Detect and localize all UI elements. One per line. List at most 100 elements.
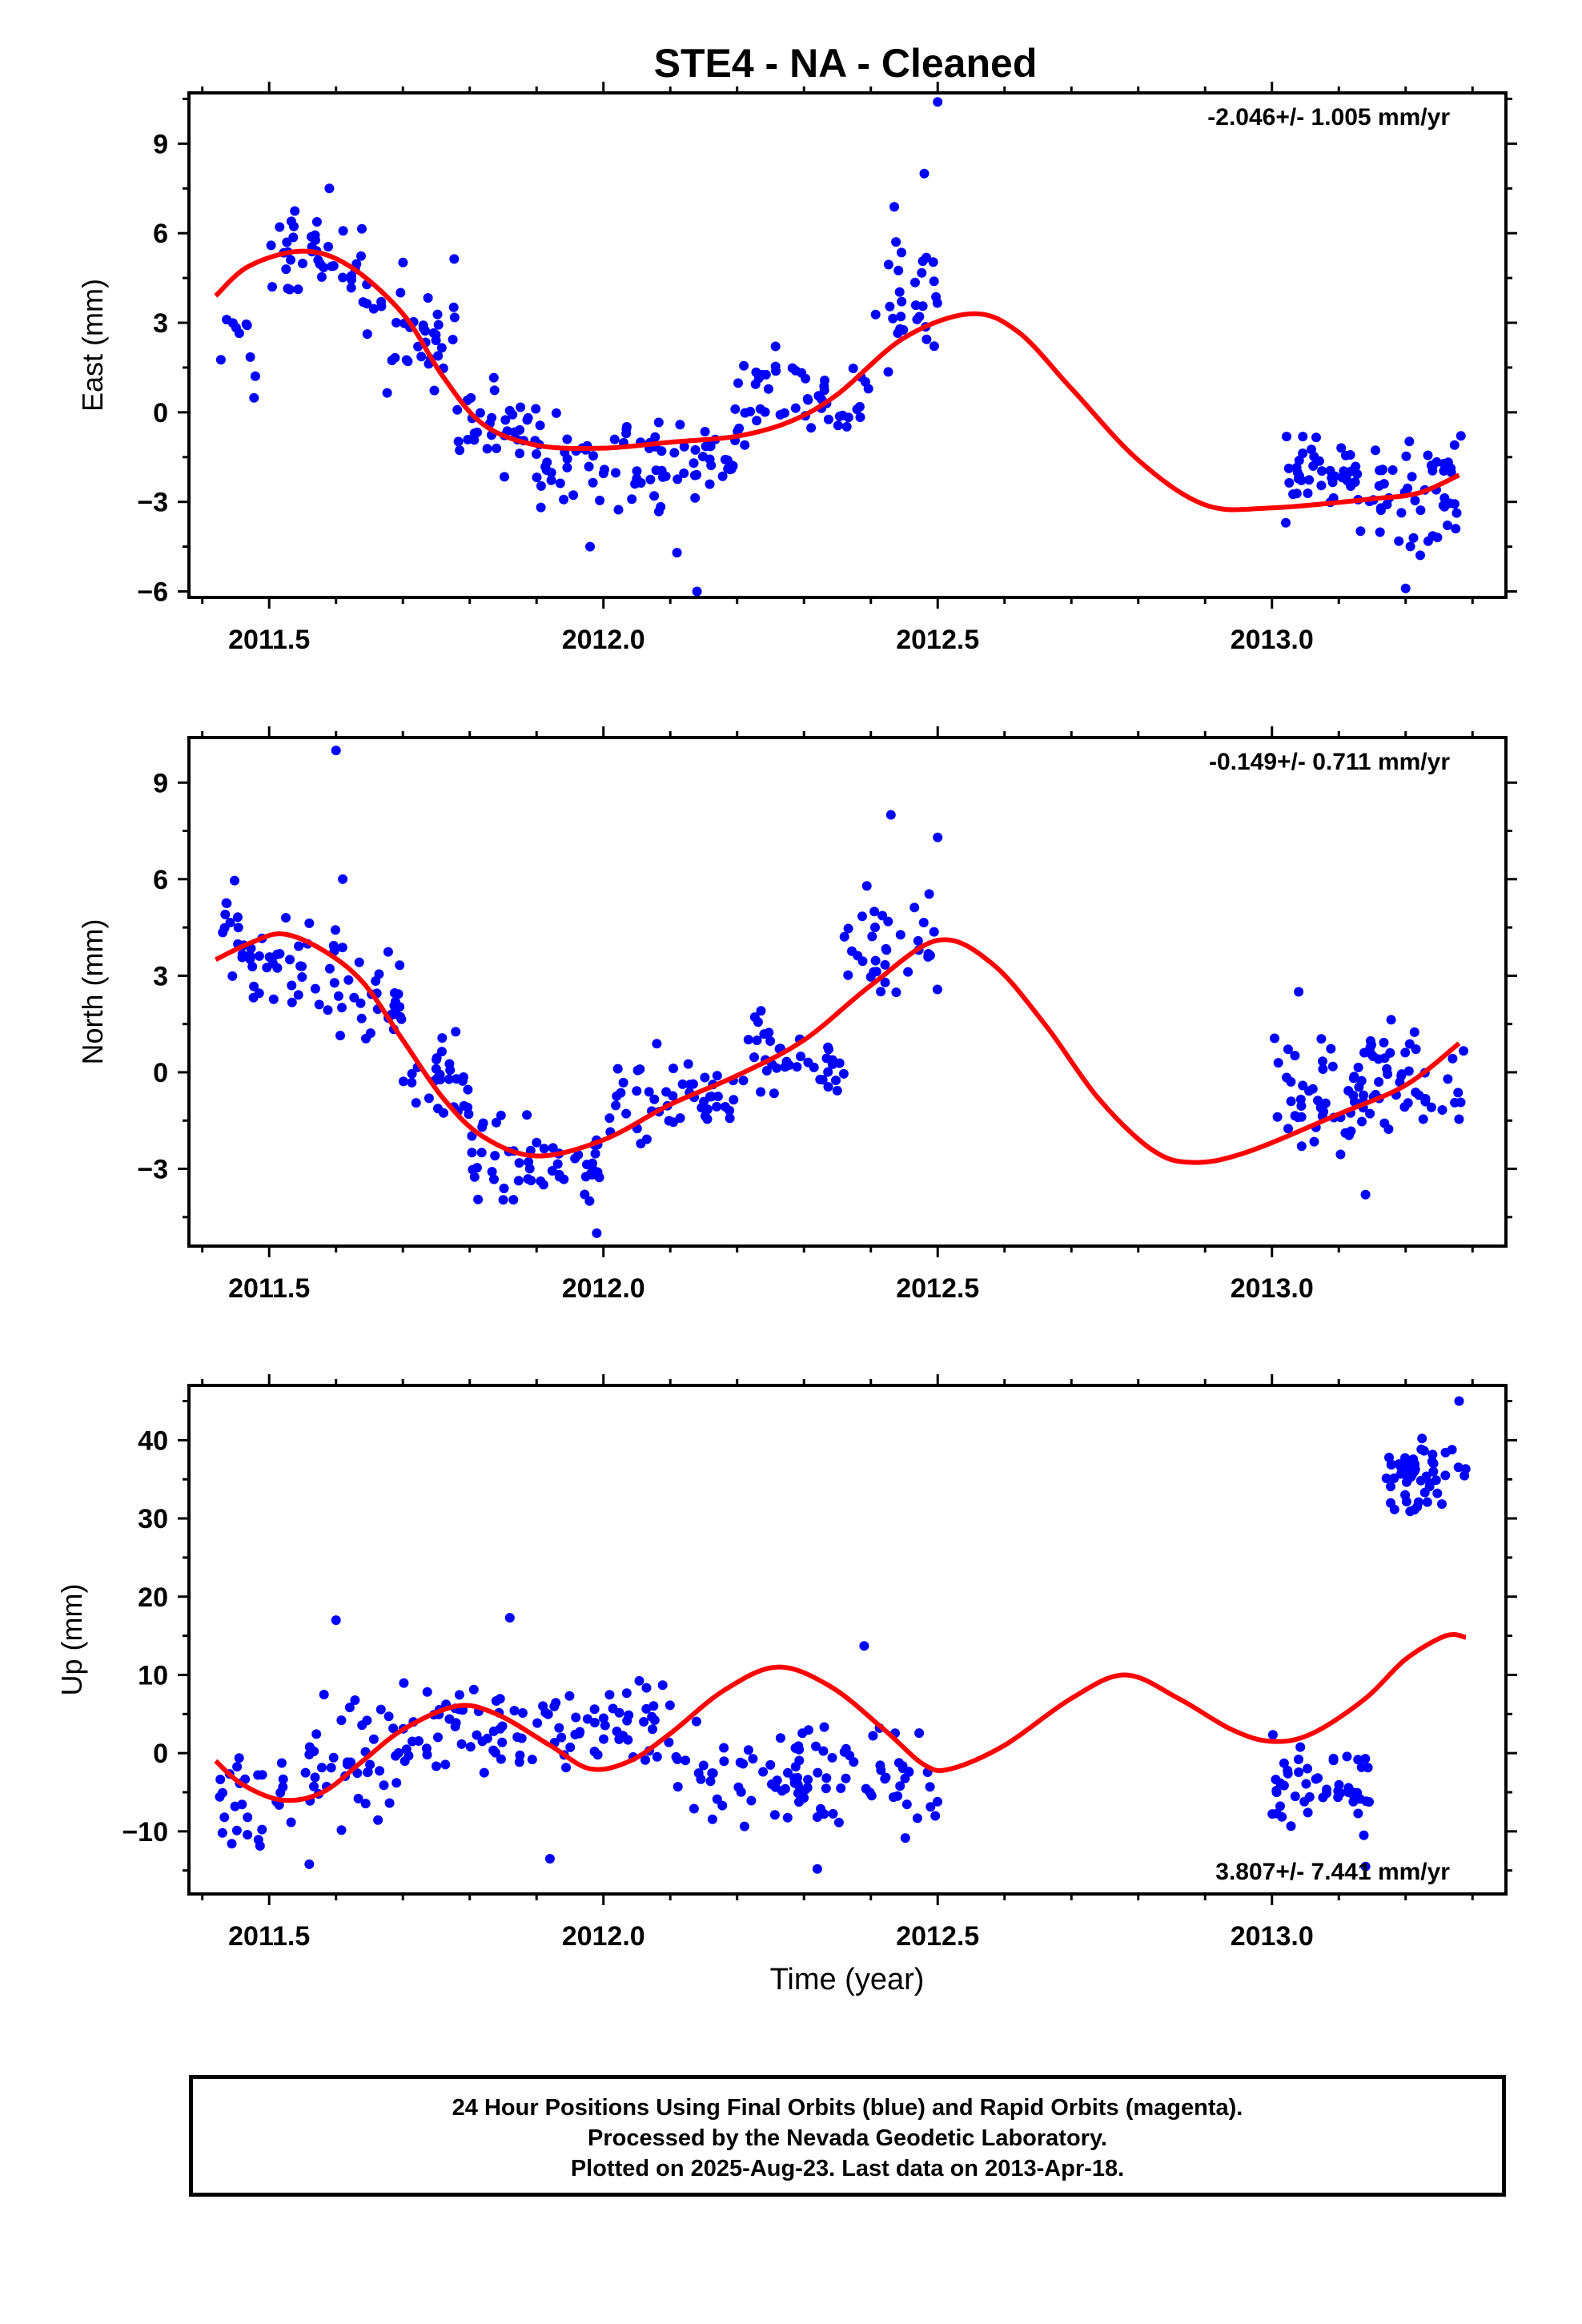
data-point: [376, 301, 387, 312]
data-point: [328, 261, 339, 271]
data-point: [1345, 450, 1355, 460]
data-point: [698, 1760, 709, 1771]
data-point: [1313, 1773, 1323, 1783]
data-point: [375, 1766, 385, 1776]
data-point: [488, 1745, 499, 1755]
data-point: [465, 1742, 476, 1752]
data-point: [475, 408, 485, 418]
data-point: [517, 1708, 528, 1718]
data-point: [294, 941, 304, 951]
data-point: [492, 443, 502, 453]
data-point: [311, 1729, 322, 1739]
data-point: [268, 994, 279, 1004]
data-point: [375, 1704, 386, 1715]
data-point: [541, 465, 552, 475]
data-point: [770, 341, 781, 352]
data-point: [1437, 1105, 1447, 1115]
data-point: [257, 1824, 267, 1835]
data-point: [276, 1758, 287, 1768]
data-point: [769, 1810, 780, 1820]
data-point: [779, 408, 789, 418]
data-point: [767, 1779, 777, 1789]
x-axis-label: Time (year): [770, 1963, 925, 1996]
data-point: [831, 1076, 841, 1086]
velocity-annotation: -0.149+/- 0.711 mm/yr: [1209, 749, 1450, 775]
data-point: [1454, 1396, 1464, 1406]
data-point: [891, 237, 901, 247]
data-point: [346, 283, 356, 293]
data-point: [624, 1710, 634, 1720]
data-point: [1453, 1088, 1464, 1098]
data-point: [621, 1688, 632, 1699]
data-point: [1318, 1056, 1327, 1067]
data-point: [254, 988, 264, 999]
data-point: [559, 494, 569, 505]
data-point: [1449, 440, 1460, 450]
data-point: [1353, 1808, 1363, 1819]
data-point: [1281, 517, 1291, 528]
data-point: [1346, 466, 1356, 476]
data-point: [618, 1731, 628, 1741]
data-point: [1303, 489, 1313, 498]
data-point: [604, 1113, 615, 1124]
data-point: [1400, 1047, 1411, 1058]
data-point: [1267, 1730, 1278, 1740]
data-point: [880, 977, 890, 987]
data-point: [743, 1035, 753, 1045]
data-point: [1309, 1136, 1319, 1147]
data-point: [1396, 508, 1407, 518]
data-point: [634, 1675, 644, 1686]
data-point: [356, 251, 366, 261]
data-point: [1360, 1754, 1371, 1764]
y-tick-label: −6: [137, 577, 168, 608]
data-point: [645, 474, 656, 485]
data-point: [281, 264, 291, 275]
data-point: [770, 361, 781, 372]
data-point: [894, 287, 905, 297]
data-point: [1375, 527, 1385, 537]
x-tick-label: 2012.5: [896, 625, 979, 655]
data-point: [401, 1744, 412, 1755]
data-point: [574, 1728, 584, 1739]
data-point: [217, 1827, 227, 1838]
data-point: [870, 309, 881, 320]
data-point: [691, 1716, 701, 1727]
data-point: [739, 360, 749, 371]
data-point: [692, 586, 702, 597]
data-point: [1408, 533, 1419, 543]
data-point: [556, 1732, 567, 1743]
data-point: [368, 1734, 379, 1744]
data-point: [336, 1715, 347, 1726]
data-point: [428, 328, 439, 338]
data-point: [347, 271, 356, 281]
data-point: [749, 1052, 759, 1063]
data-point: [598, 1713, 608, 1723]
data-point: [439, 1108, 448, 1118]
data-point: [1275, 1801, 1285, 1811]
data-point: [310, 983, 320, 994]
data-point: [1374, 1077, 1384, 1087]
data-point: [453, 436, 464, 447]
data-point: [433, 351, 444, 361]
data-point: [909, 903, 920, 913]
data-point: [220, 909, 231, 919]
data-point: [1423, 536, 1433, 546]
data-point: [677, 1079, 688, 1089]
data-point: [323, 242, 333, 251]
data-point: [1367, 1039, 1376, 1050]
data-point: [877, 911, 888, 921]
data-point: [1400, 583, 1411, 593]
data-point: [652, 1039, 662, 1049]
data-point: [234, 1753, 244, 1763]
data-point: [699, 1096, 709, 1107]
data-point: [487, 1167, 497, 1177]
data-point: [717, 1800, 728, 1811]
data-point: [1326, 1043, 1336, 1054]
data-point: [828, 1808, 838, 1819]
data-point: [1294, 1755, 1303, 1764]
data-point: [432, 309, 443, 320]
data-point: [1447, 1053, 1458, 1063]
data-point: [526, 1176, 536, 1186]
data-point: [933, 832, 943, 842]
data-point: [914, 1728, 925, 1739]
